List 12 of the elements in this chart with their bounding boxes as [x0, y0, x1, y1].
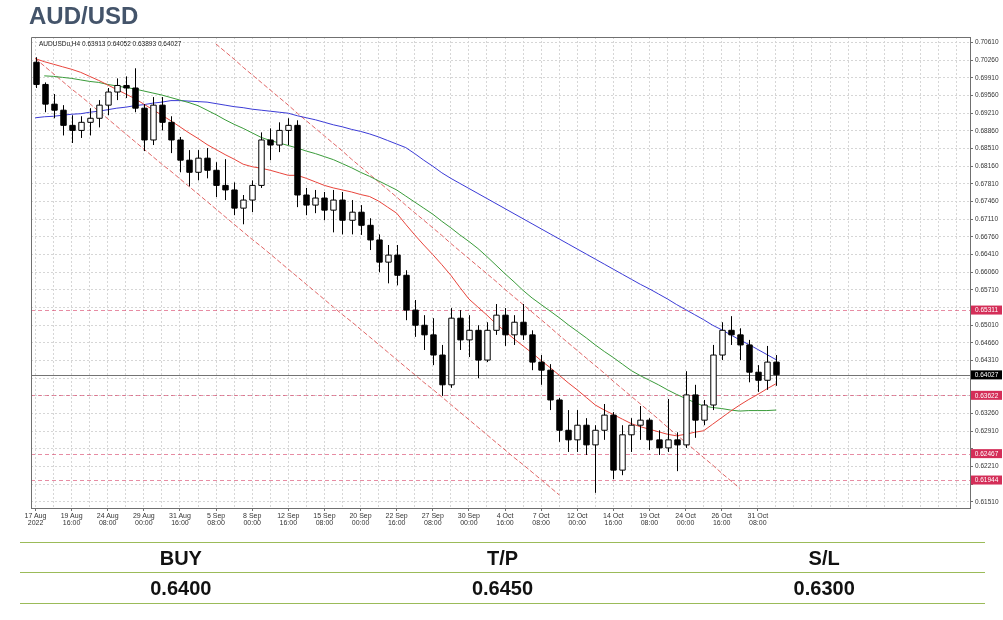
text: 0.6300: [793, 577, 855, 599]
chart-title: AUD/USD: [29, 2, 139, 30]
text: 0.6450: [471, 577, 534, 599]
candlestick: [376, 233, 383, 273]
candlestick: [430, 317, 437, 366]
category-label: BUY: [158, 545, 203, 570]
category-label: T/P: [485, 545, 520, 570]
category-label: S/L: [807, 545, 841, 570]
text: 0.6400: [150, 577, 212, 599]
line-series: [215, 43, 741, 489]
line-series: [35, 58, 560, 496]
candlestick: [231, 181, 238, 216]
